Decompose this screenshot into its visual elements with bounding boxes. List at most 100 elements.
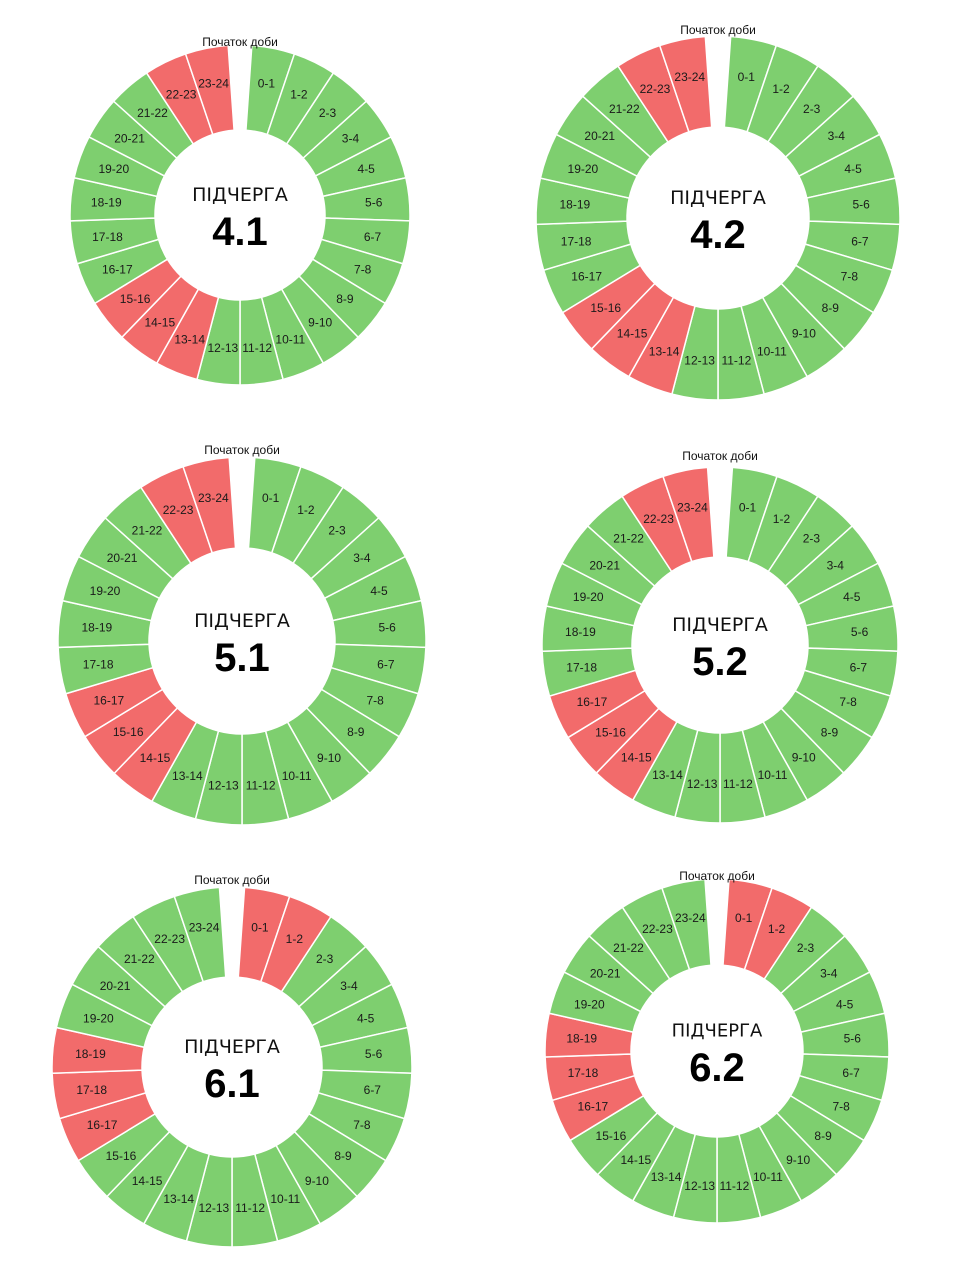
hour-label: 23-24 bbox=[198, 491, 229, 505]
hour-label: 8-9 bbox=[821, 726, 839, 740]
hour-label: 1-2 bbox=[768, 922, 786, 936]
outage-dial-5-1: 0-1 1-2 2-3 3-4 4-5 5-6 6-7 7-8 8-9 9-10 10-11 11-1… bbox=[54, 434, 430, 829]
hour-label: 21-22 bbox=[613, 941, 644, 955]
hour-label: 14-15 bbox=[621, 1153, 652, 1167]
hour-label: 23-24 bbox=[189, 921, 220, 935]
hour-label: 1-2 bbox=[286, 932, 304, 946]
hour-label: 9-10 bbox=[308, 316, 332, 330]
hour-label: 18-19 bbox=[91, 196, 122, 210]
hour-label: 15-16 bbox=[596, 1129, 627, 1143]
hour-label: 9-10 bbox=[305, 1174, 329, 1188]
hour-label: 7-8 bbox=[832, 1099, 850, 1113]
hour-label: 19-20 bbox=[98, 162, 129, 176]
hour-label: 13-14 bbox=[652, 768, 683, 782]
hour-label: 14-15 bbox=[132, 1174, 163, 1188]
hour-label: 19-20 bbox=[568, 162, 599, 176]
hour-label: 20-21 bbox=[590, 967, 621, 981]
hour-label: 0-1 bbox=[738, 70, 756, 84]
hour-label: 12-13 bbox=[684, 354, 715, 368]
hour-label: 14-15 bbox=[144, 316, 175, 330]
hour-label: 15-16 bbox=[595, 726, 626, 740]
outage-dial-6-2: 0-1 1-2 2-3 3-4 4-5 5-6 6-7 7-8 8-9 9-10 10-11 11-1… bbox=[541, 860, 893, 1227]
day-start-label: Початок доби bbox=[680, 23, 756, 37]
hour-label: 1-2 bbox=[772, 82, 790, 96]
hour-label: 7-8 bbox=[353, 1118, 371, 1132]
hour-label: 7-8 bbox=[354, 263, 372, 277]
day-start-label: Початок доби bbox=[202, 35, 278, 49]
hour-label: 10-11 bbox=[757, 344, 787, 358]
hour-label: 5-6 bbox=[378, 620, 396, 634]
hour-label: 5-6 bbox=[852, 198, 870, 212]
hour-label: 10-11 bbox=[282, 769, 312, 783]
hour-label: 10-11 bbox=[275, 333, 305, 347]
subqueue-caption: ПІДЧЕРГА bbox=[194, 610, 290, 632]
outage-dial-5-2: 0-1 1-2 2-3 3-4 4-5 5-6 6-7 7-8 8-9 9-10 10-11 11-1… bbox=[538, 440, 902, 827]
hour-label: 19-20 bbox=[90, 584, 121, 598]
hour-label: 7-8 bbox=[839, 695, 857, 709]
hour-label: 3-4 bbox=[820, 967, 838, 981]
hour-label: 19-20 bbox=[574, 998, 605, 1012]
hour-label: 21-22 bbox=[124, 952, 155, 966]
subqueue-caption: ПІДЧЕРГА bbox=[672, 614, 768, 636]
hour-label: 11-12 bbox=[721, 354, 751, 368]
hour-label: 2-3 bbox=[797, 941, 815, 955]
hour-label: 8-9 bbox=[347, 725, 365, 739]
subqueue-number: 6.2 bbox=[689, 1046, 745, 1090]
subqueue-caption: ПІДЧЕРГА bbox=[192, 184, 288, 206]
hour-label: 12-13 bbox=[687, 777, 718, 791]
subqueue-caption: ПІДЧЕРГА bbox=[184, 1036, 280, 1058]
hour-label: 6-7 bbox=[377, 658, 395, 672]
hour-label: 4-5 bbox=[844, 162, 862, 176]
donut-chart: 0-1 1-2 2-3 3-4 4-5 5-6 6-7 7-8 8-9 9-10 10-11 11-1… bbox=[51, 873, 413, 1248]
hour-label: 22-23 bbox=[642, 922, 673, 936]
hour-label: 4-5 bbox=[843, 590, 861, 604]
hour-label: 15-16 bbox=[120, 292, 151, 306]
hour-label: 3-4 bbox=[827, 558, 845, 572]
hour-label: 21-22 bbox=[609, 102, 640, 116]
hour-label: 9-10 bbox=[792, 750, 816, 764]
hour-label: 22-23 bbox=[163, 503, 194, 517]
hour-label: 23-24 bbox=[198, 76, 229, 90]
hour-label: 6-7 bbox=[364, 1083, 382, 1097]
hour-label: 1-2 bbox=[297, 503, 315, 517]
hour-label: 10-11 bbox=[758, 768, 788, 782]
hour-label: 20-21 bbox=[100, 979, 131, 993]
hour-label: 2-3 bbox=[803, 102, 821, 116]
hour-label: 8-9 bbox=[334, 1149, 352, 1163]
hour-label: 9-10 bbox=[792, 326, 816, 340]
hour-label: 0-1 bbox=[262, 491, 280, 505]
hour-label: 9-10 bbox=[786, 1153, 810, 1167]
hour-label: 18-19 bbox=[565, 625, 596, 639]
hour-label: 11-12 bbox=[246, 779, 276, 793]
hour-label: 5-6 bbox=[844, 1031, 862, 1045]
day-start-label: Початок доби bbox=[679, 869, 755, 883]
hour-label: 10-11 bbox=[753, 1170, 783, 1184]
hour-label: 0-1 bbox=[735, 911, 753, 925]
donut-chart: 0-1 1-2 2-3 3-4 4-5 5-6 6-7 7-8 8-9 9-10 10-11 11-1… bbox=[57, 443, 427, 826]
hour-label: 8-9 bbox=[814, 1129, 832, 1143]
hour-label: 17-18 bbox=[561, 234, 592, 248]
hour-label: 0-1 bbox=[258, 76, 276, 90]
subqueue-number: 4.2 bbox=[690, 213, 746, 257]
hour-segment-23-24-outage bbox=[184, 44, 235, 136]
hour-label: 6-7 bbox=[364, 230, 382, 244]
hour-label: 16-17 bbox=[577, 695, 608, 709]
hour-label: 2-3 bbox=[328, 523, 346, 537]
hour-label: 10-11 bbox=[270, 1192, 300, 1206]
donut-chart: 0-1 1-2 2-3 3-4 4-5 5-6 6-7 7-8 8-9 9-10 10-11 11-1… bbox=[541, 449, 899, 824]
subqueue-number: 4.1 bbox=[212, 210, 268, 254]
subqueue-caption: ПІДЧЕРГА bbox=[670, 187, 766, 209]
hour-label: 2-3 bbox=[319, 106, 337, 120]
hour-label: 18-19 bbox=[75, 1047, 106, 1061]
hour-segment-23-24-power bbox=[173, 886, 227, 983]
hour-label: 5-6 bbox=[851, 625, 869, 639]
hour-segment-23-24-outage bbox=[182, 456, 237, 554]
hour-label: 16-17 bbox=[578, 1099, 609, 1113]
hour-label: 2-3 bbox=[803, 532, 821, 546]
subqueue-number: 5.2 bbox=[692, 640, 748, 684]
hour-label: 12-13 bbox=[684, 1179, 715, 1193]
hour-label: 21-22 bbox=[132, 523, 163, 537]
subqueue-caption: ПІДЧЕРГА bbox=[672, 1021, 763, 1042]
hour-label: 4-5 bbox=[357, 1011, 375, 1025]
